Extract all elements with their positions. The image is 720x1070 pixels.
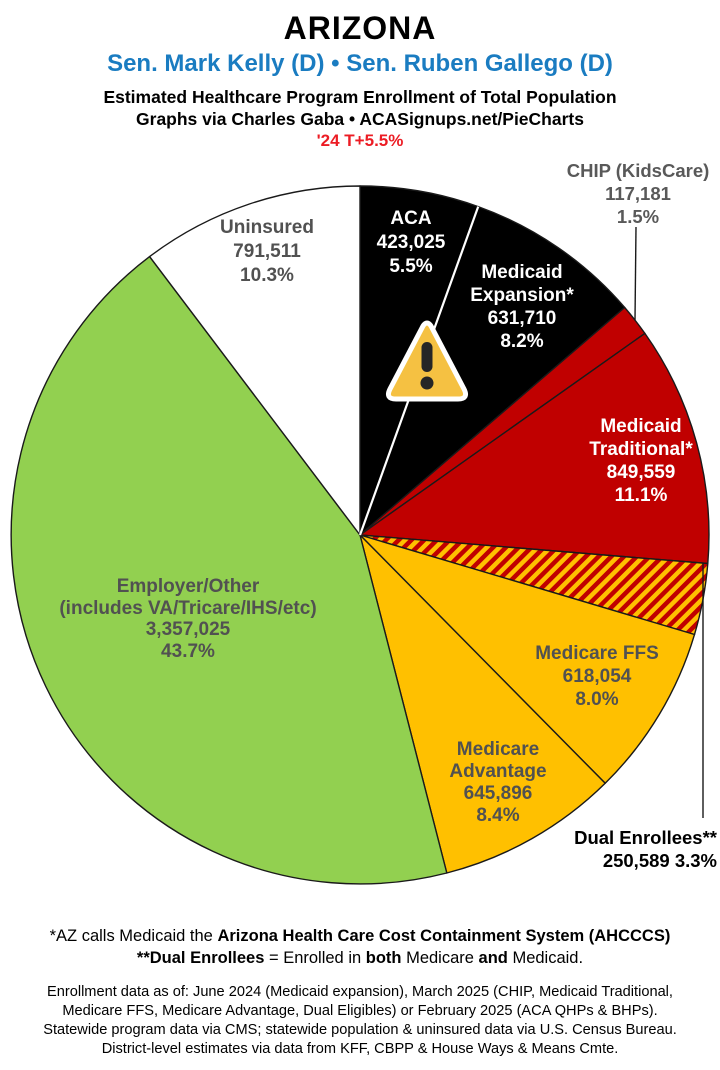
label-dual-enrollees-callout: Dual Enrollees** 250,589 3.3% bbox=[574, 826, 717, 872]
warning-triangle-icon bbox=[386, 320, 468, 402]
label-medicare-ffs-pct: 8.0% bbox=[575, 689, 619, 710]
label-medicaid-traditional: Medicaid Traditional* 849,559 11.1% bbox=[589, 415, 692, 507]
label-medicare-advantage-name1: Medicare bbox=[456, 739, 540, 760]
label-medicaid-expansion: Medicaid Expansion* 631,710 8.2% bbox=[470, 261, 573, 353]
pie-slice-medicare-ffs bbox=[359, 534, 696, 784]
label-employer-other: Employer/Other (includes VA/Tricare/IHS/… bbox=[59, 576, 316, 662]
label-aca-value: 423,025 bbox=[376, 232, 446, 253]
label-employer-other-value: 3,357,025 bbox=[145, 619, 231, 640]
label-medicaid-expansion-name2: Expansion* bbox=[470, 285, 574, 306]
label-dual-enrollees-name: Dual Enrollees** bbox=[574, 827, 717, 848]
data-source-line-3: Statewide program data via CMS; statewid… bbox=[43, 1022, 677, 1038]
label-medicare-advantage-value: 645,896 bbox=[463, 783, 533, 804]
label-aca-pct: 5.5% bbox=[389, 256, 433, 277]
label-medicaid-traditional-name1: Medicaid bbox=[600, 416, 682, 437]
label-uninsured-pct: 10.3% bbox=[240, 265, 294, 286]
label-employer-other-name1: Employer/Other bbox=[116, 576, 260, 597]
pie-slice-medicaid-traditional bbox=[359, 332, 710, 565]
pie-slice-uninsured bbox=[148, 185, 361, 536]
footnote-dual-enrollees: **Dual Enrollees = Enrolled in both Medi… bbox=[136, 949, 584, 967]
label-chip-name: CHIP (KidsCare) bbox=[566, 160, 710, 181]
label-aca: ACA 423,025 5.5% bbox=[377, 207, 446, 279]
label-medicare-ffs-value: 618,054 bbox=[562, 666, 632, 687]
pie-slice-medicare-advantage bbox=[359, 534, 606, 874]
label-medicaid-traditional-name2: Traditional* bbox=[589, 439, 693, 460]
data-source-line-1: Enrollment data as of: June 2024 (Medica… bbox=[47, 984, 673, 1000]
label-employer-other-pct: 43.7% bbox=[161, 640, 215, 662]
page-title: ARIZONA bbox=[283, 10, 437, 46]
label-aca-name: ACA bbox=[390, 208, 432, 229]
label-medicare-advantage-pct: 8.4% bbox=[476, 805, 520, 826]
label-uninsured: Uninsured 791,511 10.3% bbox=[220, 216, 314, 288]
data-source-line-4: District-level estimates via data from K… bbox=[101, 1041, 619, 1057]
label-medicare-ffs: Medicare FFS 618,054 8.0% bbox=[535, 642, 659, 711]
label-medicaid-expansion-name1: Medicaid bbox=[481, 262, 563, 283]
footnote-ahcccs: *AZ calls Medicaid the Arizona Health Ca… bbox=[49, 927, 671, 945]
data-source-paragraph: Enrollment data as of: June 2024 (Medica… bbox=[0, 983, 720, 1059]
label-chip-pct: 1.5% bbox=[616, 206, 660, 227]
label-uninsured-value: 791,511 bbox=[233, 241, 301, 262]
label-medicare-advantage-name2: Advantage bbox=[449, 761, 547, 782]
label-dual-enrollees-value-pct: 250,589 3.3% bbox=[602, 850, 717, 871]
label-chip-value: 117,181 bbox=[605, 183, 671, 204]
label-medicaid-traditional-value: 849,559 bbox=[606, 462, 676, 483]
label-employer-other-name2: (includes VA/Tricare/IHS/etc) bbox=[59, 597, 317, 619]
pie-slice-employer-other-includes-va-tricare-ihs-etc bbox=[10, 255, 448, 885]
chart-attribution-line: Graphs via Charles Gaba • ACASignups.net… bbox=[136, 109, 584, 129]
label-medicare-ffs-name: Medicare FFS bbox=[535, 643, 659, 664]
label-medicare-advantage: Medicare Advantage 645,896 8.4% bbox=[449, 739, 546, 827]
senators-subtitle: Sen. Mark Kelly (D) • Sen. Ruben Gallego… bbox=[107, 50, 613, 77]
trend-note: '24 T+5.5% bbox=[316, 131, 404, 150]
label-medicaid-expansion-pct: 8.2% bbox=[500, 331, 544, 352]
pie-slice-medicaid-expansion bbox=[359, 205, 626, 536]
label-medicaid-expansion-value: 631,710 bbox=[487, 308, 557, 329]
label-uninsured-name: Uninsured bbox=[220, 217, 314, 238]
chip-callout-line bbox=[634, 226, 637, 321]
data-source-line-2: Medicare FFS, Medicare Advantage, Dual E… bbox=[62, 1003, 658, 1019]
label-chip-callout: CHIP (KidsCare) 117,181 1.5% bbox=[567, 159, 710, 228]
label-medicaid-traditional-pct: 11.1% bbox=[614, 485, 668, 506]
chart-description-line1: Estimated Healthcare Program Enrollment … bbox=[103, 87, 617, 107]
